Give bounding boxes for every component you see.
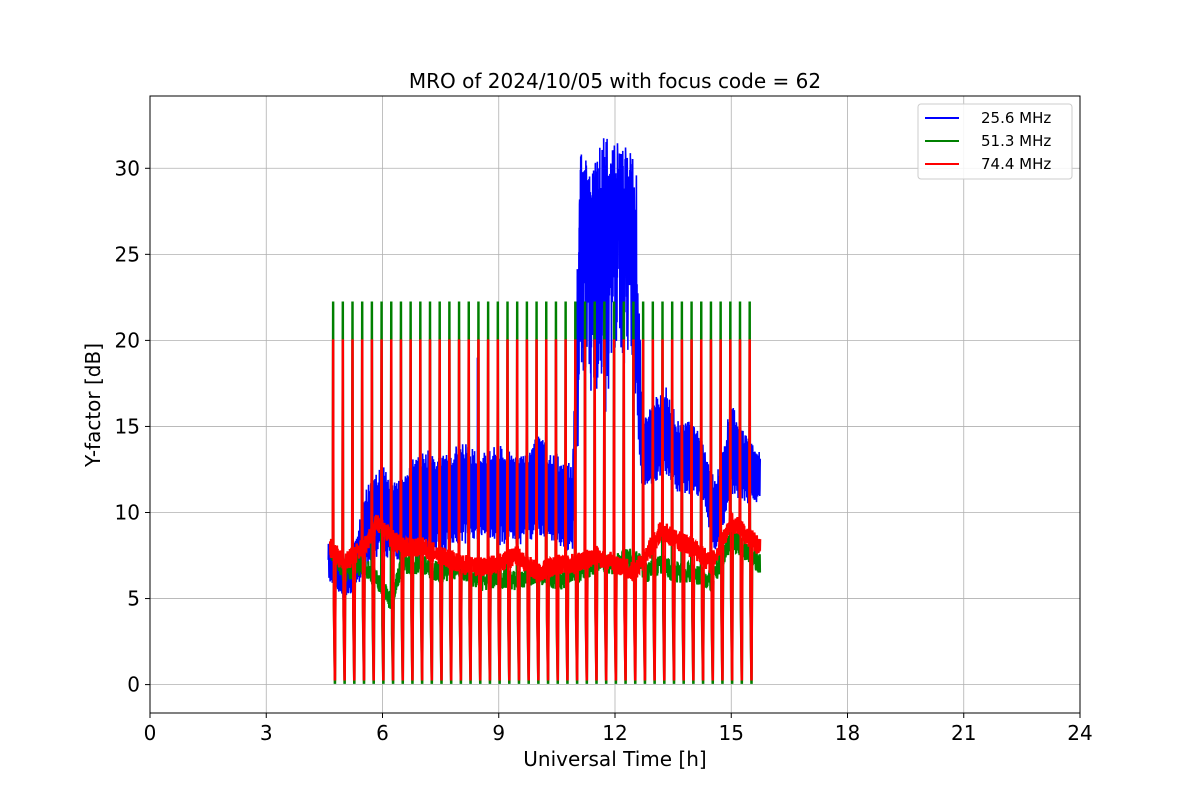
x-ticks: 0 3 6 9 12 15 18 21 24 <box>144 713 1093 745</box>
series-74-4-spike <box>564 339 570 681</box>
series-74-4-spike <box>486 339 492 681</box>
series-74-4-spike <box>350 339 357 681</box>
series-74-4-spike <box>593 339 599 681</box>
series-74-4-spike <box>728 339 734 681</box>
series-74-4-spike <box>602 339 609 681</box>
y-tick-label: 30 <box>115 156 140 180</box>
series-74-4-spike <box>651 339 657 681</box>
x-tick-label: 24 <box>1067 721 1092 745</box>
series-74-4-spike <box>719 339 725 681</box>
series-74-4-spike <box>360 339 366 681</box>
series-74-4-spike <box>622 339 628 681</box>
series-74-4-spike <box>612 339 618 681</box>
series-74-4-spike <box>554 339 560 681</box>
x-tick-label: 9 <box>492 721 505 745</box>
legend-label-51-3: 51.3 MHz <box>981 132 1051 150</box>
y-ticks: 0 5 10 15 20 25 30 <box>115 156 150 697</box>
x-tick-label: 3 <box>260 721 273 745</box>
series-74-4-spike <box>428 339 434 681</box>
series-74-4-spike <box>680 339 686 681</box>
series-74-4-spike <box>660 339 667 681</box>
series-74-4-spike <box>457 339 463 681</box>
x-tick-label: 0 <box>144 721 157 745</box>
x-tick-label: 12 <box>602 721 627 745</box>
series-74-4-spike <box>389 339 395 681</box>
legend-label-25-6: 25.6 MHz <box>981 109 1051 127</box>
legend-frame <box>917 103 1073 180</box>
series-74-4-spike <box>370 339 376 681</box>
legend-label-74-4: 74.4 MHz <box>981 155 1051 173</box>
series-74-4-spike <box>534 339 541 681</box>
series-74-4-spike <box>399 339 405 681</box>
series-74-4-spike <box>670 339 676 681</box>
y-tick-label: 15 <box>115 414 140 438</box>
legend: 25.6 MHz 51.3 MHz 74.4 MHz <box>917 103 1073 180</box>
series-74-4-spike <box>496 339 502 681</box>
y-tick-label: 20 <box>115 328 140 352</box>
series-74-4-spike <box>689 339 696 681</box>
series-74-4-spike <box>438 339 444 681</box>
x-tick-label: 15 <box>719 721 744 745</box>
series-74-4-spike <box>525 339 531 681</box>
series-74-4-spike <box>631 339 638 681</box>
series-74-4-spike <box>418 339 424 681</box>
series-74-4-spike <box>583 339 589 681</box>
y-tick-label: 5 <box>127 587 140 611</box>
x-axis-label: Universal Time [h] <box>523 747 706 771</box>
y-axis-label: Y-factor [dB] <box>81 343 105 468</box>
series-74-4-spike <box>409 339 415 681</box>
series-74-4-spike <box>699 339 705 681</box>
series-74-4-spike <box>738 339 744 681</box>
series-74-4-spike <box>379 339 386 681</box>
x-tick-label: 21 <box>951 721 976 745</box>
y-tick-label: 0 <box>127 673 140 697</box>
series-layer <box>327 138 762 684</box>
series-74-4-spike <box>467 339 473 681</box>
series-74-4-spike <box>476 339 483 681</box>
chart-title: MRO of 2024/10/05 with focus code = 62 <box>409 69 821 93</box>
series-74-4-spike <box>709 339 715 681</box>
series-74-4-spike <box>573 339 579 681</box>
series-74-4-spike <box>544 339 550 681</box>
series-74-4-spike <box>331 339 337 681</box>
series-74-4-spike <box>447 339 454 681</box>
series-74-4-spike <box>341 339 347 681</box>
y-tick-label: 25 <box>115 242 140 266</box>
series-74-4-spike <box>641 339 647 681</box>
series-74-4-spike <box>515 339 521 681</box>
x-tick-label: 6 <box>376 721 389 745</box>
x-tick-label: 18 <box>835 721 860 745</box>
series-74-4-spike <box>748 339 754 681</box>
y-tick-label: 10 <box>115 500 140 524</box>
series-74-4-spike <box>505 339 512 681</box>
